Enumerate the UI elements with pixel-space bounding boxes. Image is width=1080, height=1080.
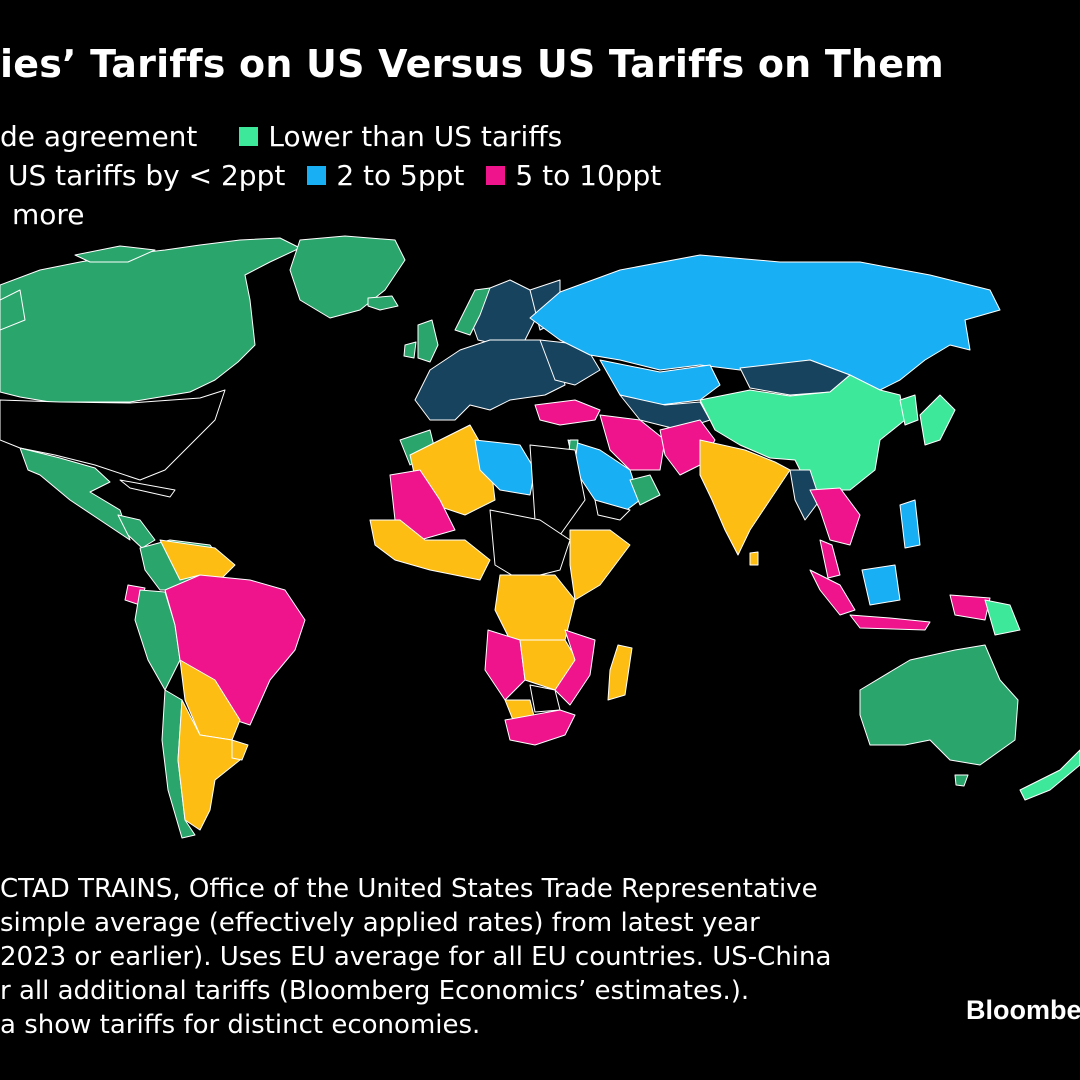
region-korea-japan (899, 394, 919, 426)
region-egypt-sudan (529, 444, 586, 536)
region-papua (949, 594, 991, 621)
region-arctic-islands (74, 245, 156, 263)
region-iceland (367, 295, 399, 311)
legend-item-2to5: 2 to 5ppt (307, 159, 464, 192)
region-central-america (117, 514, 156, 549)
region-png (984, 599, 1021, 636)
region-australia (859, 644, 1019, 766)
legend-swatch-lower (239, 126, 259, 146)
note-line-4: r all additional tariffs (Bloomberg Econ… (0, 976, 750, 1006)
region-yemen (594, 499, 631, 521)
region-mozambique (554, 629, 596, 706)
legend-label-free-trade: de agreement (0, 119, 198, 153)
region-ireland (403, 341, 417, 359)
region-argentina (177, 699, 241, 831)
legend-label-5to10: 5 to 10ppt (515, 158, 662, 192)
region-thailand-vietnam (809, 487, 861, 546)
legend-label-lt2: US tariffs by < 2ppt (8, 158, 286, 192)
note-line-2: simple average (effectively applied rate… (0, 908, 760, 938)
bloomberg-logo: Bloomberg (966, 995, 1080, 1025)
legend-label-lower: Lower than US tariffs (268, 119, 563, 153)
note-line-5: a show tariffs for distinct economies. (0, 1010, 481, 1040)
legend-swatch-5to10 (486, 165, 506, 185)
region-china (699, 374, 906, 491)
legend-row-3: more (0, 196, 107, 232)
region-libya (474, 439, 536, 496)
region-south-africa (504, 709, 576, 746)
note-line-3: 2023 or earlier). Uses EU average for al… (0, 942, 832, 972)
region-canada (0, 237, 301, 403)
region-horn-of-africa (569, 529, 631, 601)
region-philippines (899, 499, 921, 549)
legend-row-2: US tariffs by < 2ppt 2 to 5ppt 5 to 10pp… (0, 157, 683, 193)
legend-item-free-trade: de agreement (0, 120, 197, 153)
region-malay-peninsula (819, 539, 841, 579)
region-oman-uae (629, 474, 661, 506)
region-caribbean (119, 479, 176, 498)
region-madagascar (607, 644, 633, 701)
region-eu (414, 339, 566, 421)
legend-label-2to5: 2 to 5ppt (336, 158, 465, 192)
region-borneo (861, 564, 901, 606)
region-uruguay (231, 739, 249, 761)
region-turkey (534, 399, 601, 426)
region-india (699, 439, 791, 556)
region-uk (417, 319, 439, 363)
region-sumatra (809, 569, 856, 616)
region-tasmania (954, 774, 969, 787)
region-new-zealand (1019, 749, 1080, 801)
legend-item-lower: Lower than US tariffs (239, 120, 562, 153)
legend-item-10plus: more (12, 198, 85, 231)
legend-label-10plus: more (12, 197, 85, 231)
region-central-africa (489, 509, 571, 581)
region-myanmar (789, 469, 821, 521)
region-japan (919, 394, 956, 446)
region-russia (529, 254, 1001, 391)
legend-swatch-2to5 (307, 165, 327, 185)
region-iran (599, 414, 666, 471)
region-indonesia-east (849, 614, 931, 631)
legend-item-lt2: US tariffs by < 2ppt (8, 159, 285, 192)
region-sri-lanka (749, 551, 759, 566)
region-norway (454, 287, 491, 336)
legend-row-1: de agreement Lower than US tariffs (0, 118, 584, 154)
note-line-1: CTAD TRAINS, Office of the United States… (0, 874, 818, 904)
world-map (0, 235, 1080, 839)
legend-item-5to10: 5 to 10ppt (486, 159, 661, 192)
chart-title: ies’ Tariffs on US Versus US Tariffs on … (0, 42, 944, 86)
region-alaska (0, 289, 26, 331)
source-notes: CTAD TRAINS, Office of the United States… (0, 872, 831, 1042)
region-west-africa (369, 519, 491, 581)
region-angola (484, 629, 526, 701)
